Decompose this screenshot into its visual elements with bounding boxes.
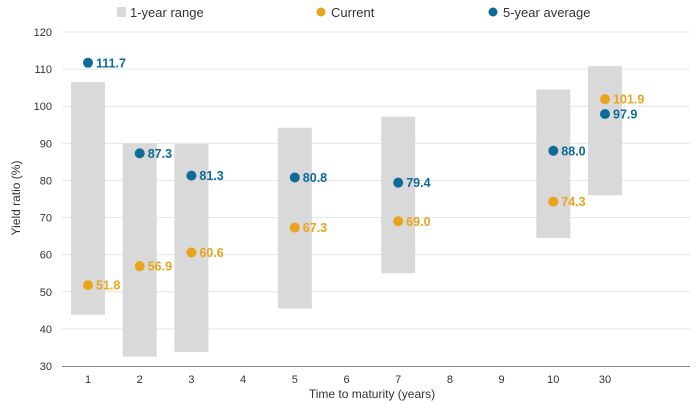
range-bars: [71, 66, 622, 357]
range-bar-2: [122, 143, 157, 357]
avg5-label-2: 87.3: [148, 147, 172, 161]
x-tick-label: 30: [599, 374, 611, 386]
y-tick-label: 60: [40, 250, 52, 262]
range-bar-7: [381, 116, 416, 274]
y-axis-title: Yield ratio (%): [9, 161, 23, 236]
current-point-10: [548, 196, 559, 207]
x-tick-label: 7: [395, 374, 401, 386]
x-tick-label: 1: [85, 374, 91, 386]
current-label-10: 74.3: [561, 195, 585, 209]
current-point-2: [134, 261, 145, 272]
y-tick-label: 110: [34, 64, 52, 76]
x-axis-title: Time to maturity (years): [309, 387, 435, 401]
avg5-point-3: [186, 170, 197, 181]
current-point-30: [600, 94, 610, 105]
x-tick-label: 6: [343, 374, 349, 386]
current-label-2: 56.9: [148, 260, 172, 274]
legend-swatch-avg5: [488, 7, 498, 17]
current-point-1: [83, 280, 93, 291]
legend: 1-year range Current 5-year average: [117, 5, 590, 20]
avg5-label-3: 81.3: [199, 169, 223, 183]
x-tick-label: 4: [240, 374, 246, 386]
current-point-3: [186, 247, 197, 258]
legend-label-avg5: 5-year average: [503, 5, 590, 20]
x-axis-ticks: 1 2 3 4 5 6 7 8 9 10 30: [85, 374, 611, 386]
current-point-5: [289, 222, 300, 233]
range-bar-30: [588, 66, 622, 196]
x-tick-label: 10: [547, 374, 559, 386]
avg5-point-2: [134, 148, 145, 159]
avg5-point-7: [393, 177, 404, 188]
legend-label-range: 1-year range: [130, 5, 204, 20]
current-label-1: 51.8: [96, 279, 120, 293]
x-tick-label: 3: [188, 374, 194, 386]
y-tick-label: 40: [40, 324, 52, 336]
gridlines: [62, 31, 690, 330]
current-label-30: 101.9: [613, 93, 644, 107]
current-label-3: 60.6: [199, 246, 223, 260]
avg5-label-5: 80.8: [303, 171, 327, 185]
x-tick-label: 9: [499, 374, 505, 386]
avg5-point-5: [289, 172, 300, 183]
current-label-7: 69.0: [406, 215, 430, 229]
avg5-label-30: 97.9: [613, 108, 637, 122]
avg5-point-1: [83, 57, 93, 68]
x-tick-label: 2: [137, 374, 143, 386]
x-tick-label: 5: [292, 374, 298, 386]
data-points: [83, 57, 610, 291]
legend-swatch-current: [316, 7, 326, 17]
y-tick-label: 120: [34, 27, 52, 39]
range-bar-10: [536, 89, 571, 238]
y-tick-label: 30: [40, 361, 52, 373]
y-tick-label: 100: [34, 101, 52, 113]
current-point-7: [393, 216, 404, 227]
avg5-point-30: [600, 109, 610, 120]
avg5-point-10: [548, 145, 559, 156]
range-bar-1: [71, 82, 105, 315]
y-axis-ticks: 30 40 50 60 70 80 90 100 110 120: [34, 27, 52, 373]
data-labels: 51.8 111.7 56.9 87.3 60.6 81.3 67.3 80.8 69.0 79.…: [96, 56, 644, 292]
range-bar-5: [277, 127, 312, 309]
legend-swatch-range: [117, 7, 126, 17]
avg5-label-10: 88.0: [561, 144, 585, 158]
y-tick-label: 80: [40, 175, 52, 187]
legend-label-current: Current: [331, 5, 375, 20]
y-tick-label: 50: [40, 287, 52, 299]
y-tick-label: 70: [40, 213, 52, 225]
avg5-label-7: 79.4: [406, 176, 430, 190]
y-tick-label: 90: [40, 138, 52, 150]
current-label-5: 67.3: [303, 221, 327, 235]
x-tick-label: 8: [447, 374, 453, 386]
avg5-label-1: 111.7: [96, 56, 126, 70]
